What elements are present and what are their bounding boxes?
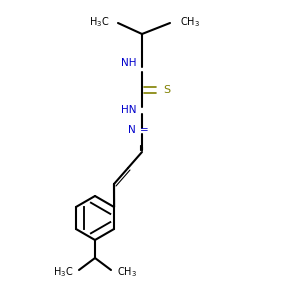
Text: NH: NH — [121, 58, 136, 68]
Text: H$_3$C: H$_3$C — [53, 265, 73, 279]
Text: =: = — [140, 125, 149, 135]
Text: H$_3$C: H$_3$C — [89, 15, 109, 29]
Text: CH$_3$: CH$_3$ — [180, 15, 200, 29]
Text: N: N — [128, 125, 136, 135]
Text: CH$_3$: CH$_3$ — [117, 265, 137, 279]
Text: S: S — [163, 85, 170, 95]
Text: HN: HN — [121, 105, 136, 115]
